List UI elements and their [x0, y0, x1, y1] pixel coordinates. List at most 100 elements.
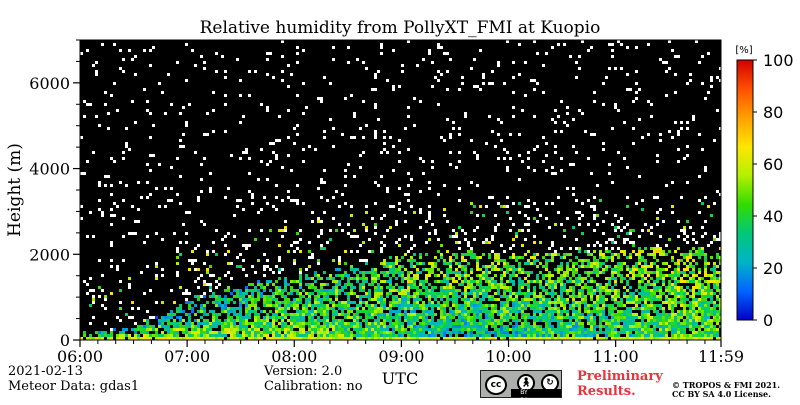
heatmap-cell	[368, 328, 371, 331]
heatmap-cell	[359, 325, 362, 328]
heatmap-cell	[695, 337, 698, 340]
heatmap-cell	[317, 295, 320, 298]
heatmap-cell	[587, 304, 590, 307]
heatmap-cell	[695, 322, 698, 325]
heatmap-cell	[287, 331, 290, 334]
heatmap-cell	[239, 307, 242, 310]
heatmap-cell	[686, 313, 689, 316]
heatmap-cell	[287, 301, 290, 304]
heatmap-cell	[347, 334, 350, 337]
heatmap-cell	[392, 169, 395, 172]
heatmap-cell	[254, 70, 257, 73]
heatmap-cell	[671, 289, 674, 292]
heatmap-cell	[593, 214, 596, 217]
heatmap-cell	[671, 211, 674, 214]
heatmap-cell	[431, 313, 434, 316]
heatmap-cell	[557, 295, 560, 298]
heatmap-cell	[362, 61, 365, 64]
heatmap-cell	[200, 310, 203, 313]
heatmap-cell	[347, 301, 350, 304]
heatmap-cell	[386, 328, 389, 331]
heatmap-cell	[80, 136, 83, 139]
heatmap-cell	[518, 337, 521, 340]
heatmap-cell	[605, 256, 608, 259]
heatmap-cell	[344, 307, 347, 310]
heatmap-cell	[548, 226, 551, 229]
heatmap-cell	[215, 337, 218, 340]
heatmap-cell	[566, 310, 569, 313]
heatmap-cell	[482, 271, 485, 274]
heatmap-cell	[632, 229, 635, 232]
heatmap-cell	[569, 259, 572, 262]
heatmap-cell	[458, 262, 461, 265]
heatmap-cell	[275, 196, 278, 199]
heatmap-cell	[527, 262, 530, 265]
heatmap-cell	[560, 316, 563, 319]
heatmap-cell	[278, 328, 281, 331]
heatmap-cell	[665, 319, 668, 322]
heatmap-cell	[221, 334, 224, 337]
heatmap-cell	[221, 298, 224, 301]
heatmap-cell	[338, 322, 341, 325]
heatmap-cell	[347, 223, 350, 226]
heatmap-cell	[479, 328, 482, 331]
heatmap-cell	[653, 286, 656, 289]
heatmap-cell	[644, 271, 647, 274]
heatmap-cell	[575, 322, 578, 325]
heatmap-cell	[296, 310, 299, 313]
heatmap-cell	[671, 307, 674, 310]
heatmap-cell	[116, 268, 119, 271]
heatmap-cell	[497, 61, 500, 64]
heatmap-cell	[83, 172, 86, 175]
heatmap-cell	[704, 310, 707, 313]
y-tick-label: 4000	[29, 160, 70, 179]
heatmap-cell	[257, 292, 260, 295]
heatmap-cell	[131, 316, 134, 319]
heatmap-cell	[419, 334, 422, 337]
heatmap-cell	[515, 313, 518, 316]
heatmap-cell	[179, 286, 182, 289]
heatmap-cell	[149, 289, 152, 292]
heatmap-cell	[677, 337, 680, 340]
heatmap-cell	[668, 292, 671, 295]
heatmap-cell	[248, 328, 251, 331]
heatmap-cell	[173, 301, 176, 304]
heatmap-cell	[458, 331, 461, 334]
heatmap-cell	[509, 277, 512, 280]
heatmap-cell	[695, 304, 698, 307]
heatmap-cell	[248, 310, 251, 313]
heatmap-cell	[323, 271, 326, 274]
heatmap-cell	[350, 268, 353, 271]
heatmap-cell	[410, 238, 413, 241]
heatmap-cell	[665, 322, 668, 325]
heatmap-cell	[653, 337, 656, 340]
heatmap-cell	[587, 250, 590, 253]
heatmap-cell	[269, 160, 272, 163]
heatmap-cell	[416, 271, 419, 274]
heatmap-cell	[512, 319, 515, 322]
heatmap-cell	[224, 301, 227, 304]
heatmap-cell	[521, 271, 524, 274]
heatmap-cell	[560, 280, 563, 283]
heatmap-cell	[641, 208, 644, 211]
heatmap-cell	[677, 235, 680, 238]
heatmap-cell	[527, 298, 530, 301]
heatmap-cell	[188, 337, 191, 340]
heatmap-cell	[533, 79, 536, 82]
heatmap-cell	[440, 322, 443, 325]
heatmap-cell	[482, 289, 485, 292]
heatmap-cell	[683, 289, 686, 292]
heatmap-cell	[332, 322, 335, 325]
heatmap-cell	[608, 313, 611, 316]
heatmap-cell	[122, 331, 125, 334]
heatmap-cell	[398, 301, 401, 304]
heatmap-cell	[221, 304, 224, 307]
heatmap-cell	[422, 322, 425, 325]
heatmap-cell	[575, 199, 578, 202]
heatmap-cell	[470, 304, 473, 307]
heatmap-cell	[476, 334, 479, 337]
heatmap-cell	[683, 298, 686, 301]
heatmap-cell	[719, 316, 721, 319]
heatmap-cell	[116, 316, 119, 319]
heatmap-cell	[428, 301, 431, 304]
